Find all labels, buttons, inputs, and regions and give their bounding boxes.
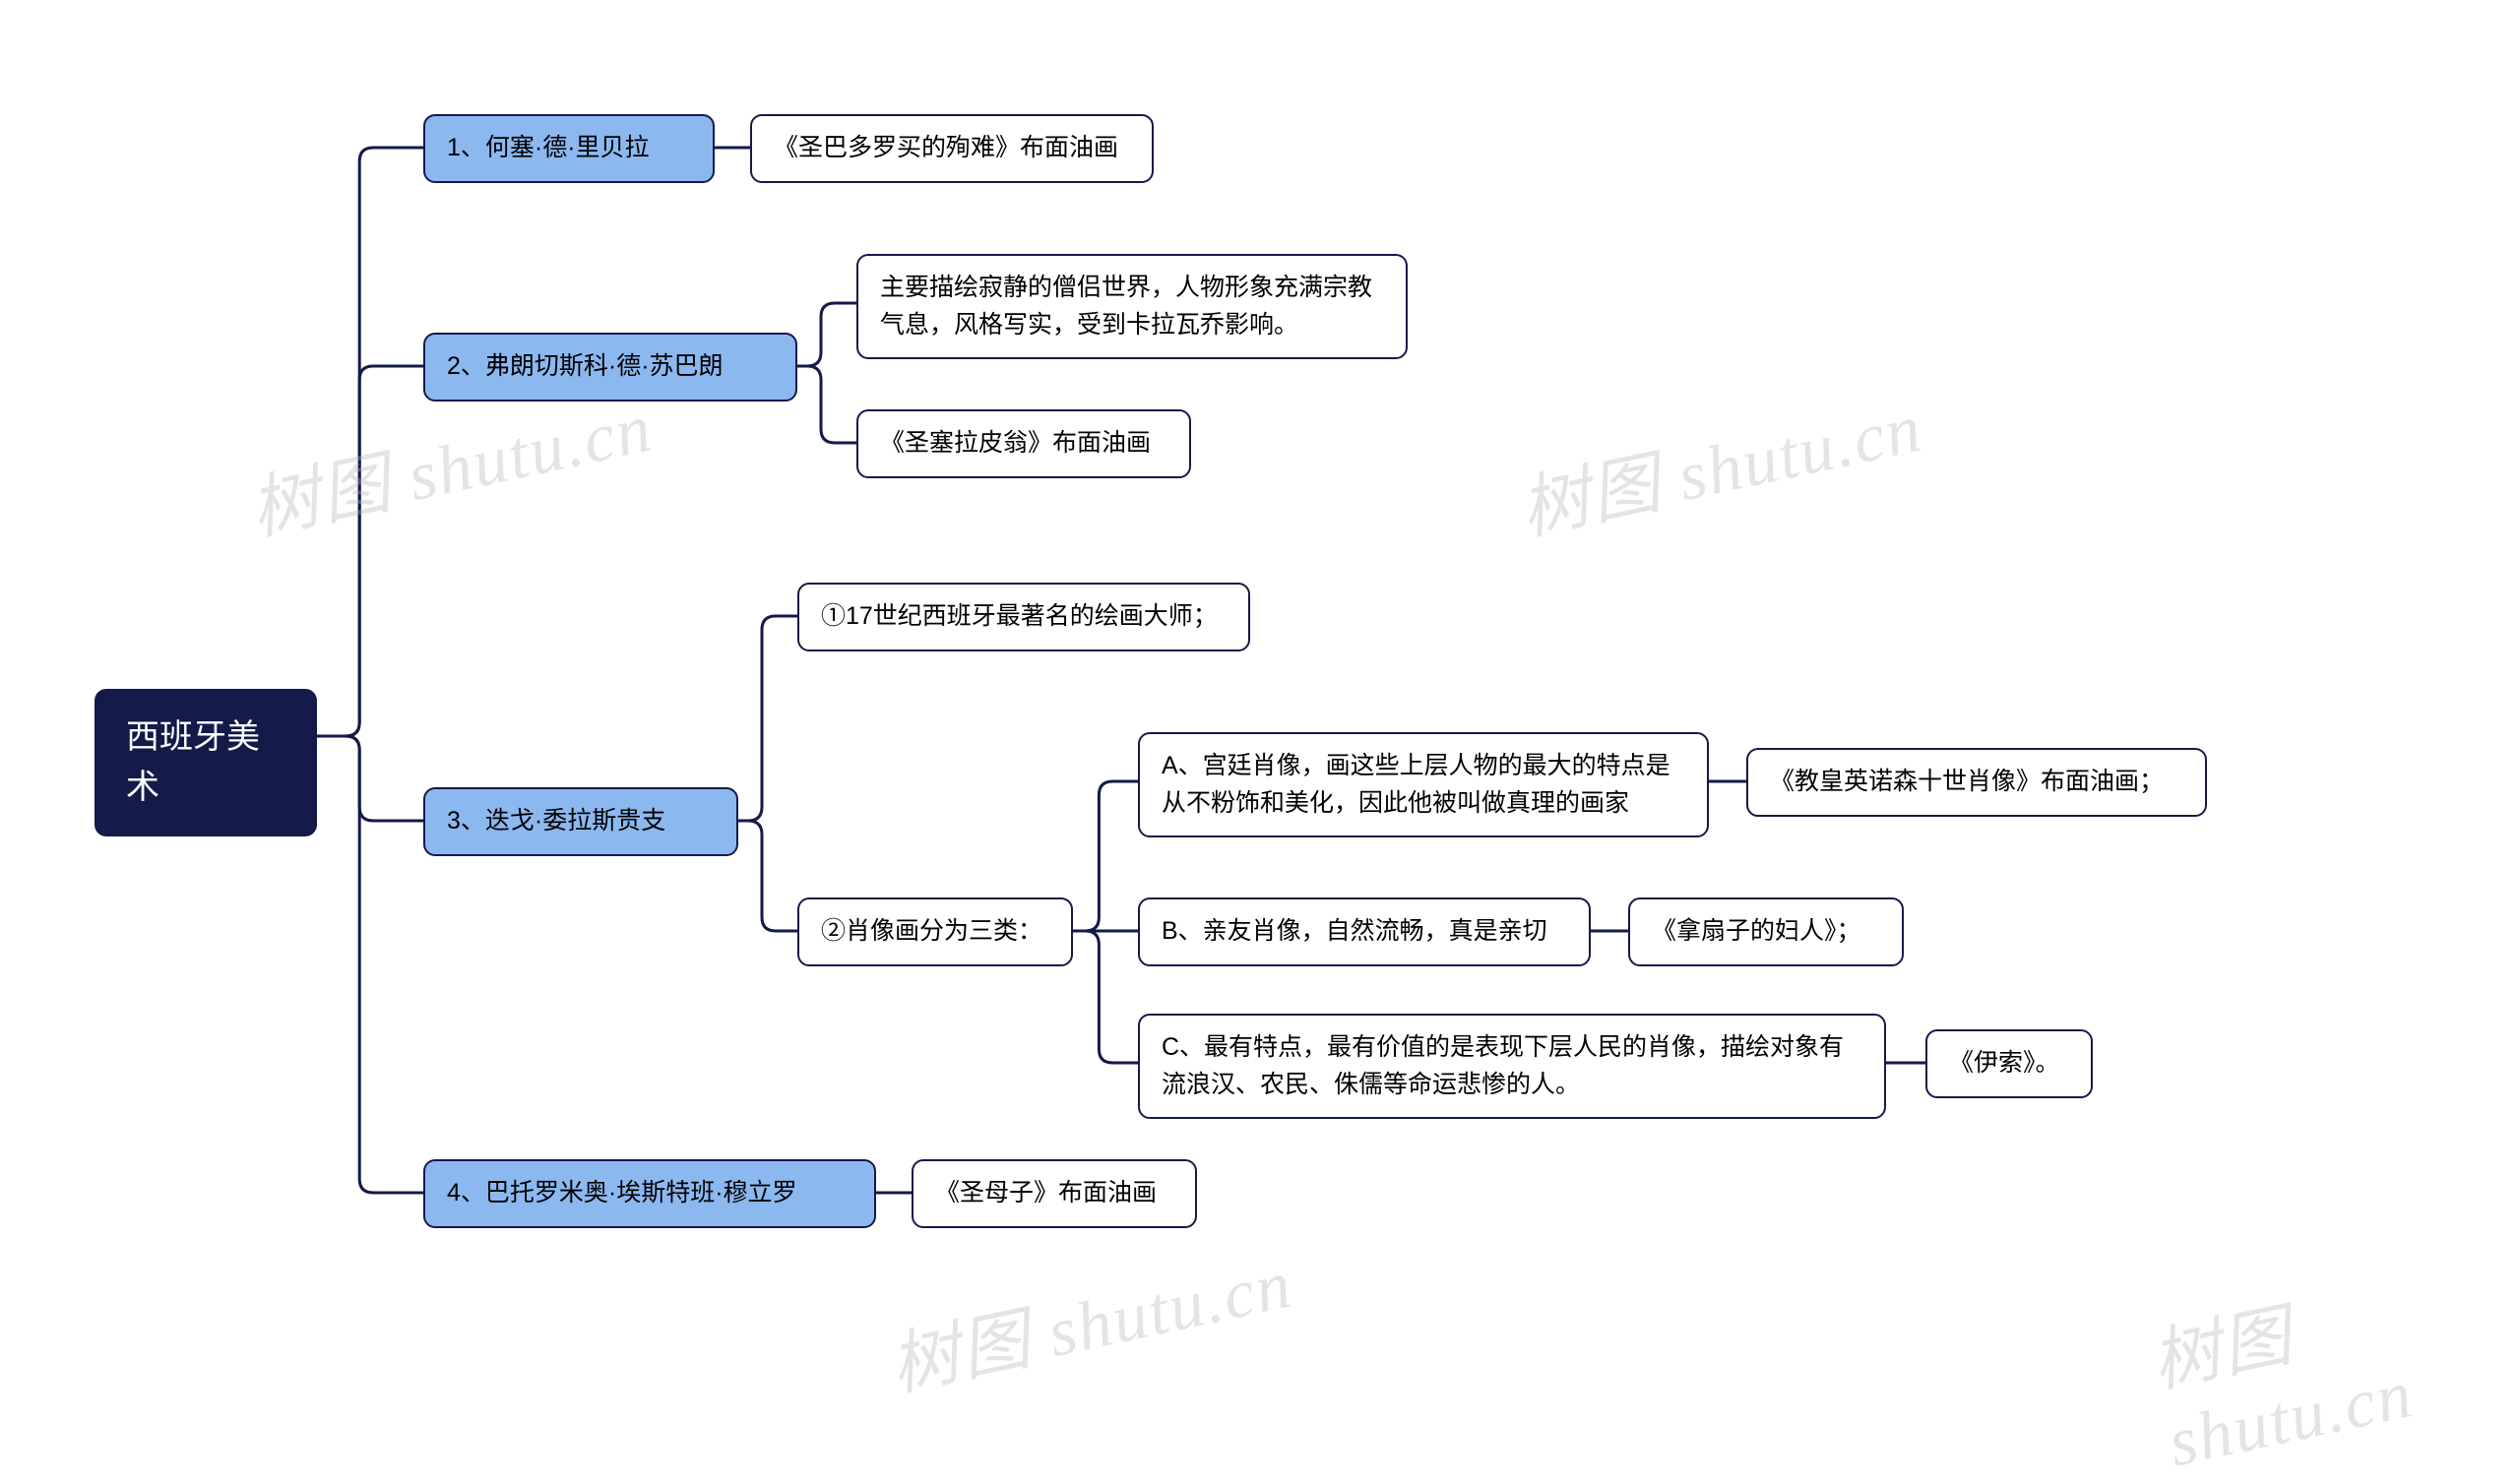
leaf-3b-label: ②肖像画分为三类： [821, 913, 1042, 951]
leaf-3b2[interactable]: B、亲友肖像，自然流畅，真是亲切 [1138, 897, 1591, 966]
leaf-1a[interactable]: 《圣巴多罗买的殉难》布面油画 [750, 114, 1154, 183]
leaf-3b1-label: A、宫廷肖像，画这些上层人物的最大的特点是从不粉饰和美化，因此他被叫做真理的画家 [1162, 748, 1685, 822]
branch-2[interactable]: 2、弗朗切斯科·德·苏巴朗 [423, 333, 797, 402]
leaf-3a-label: ①17世纪西班牙最著名的绘画大师； [821, 598, 1218, 636]
leaf-2a[interactable]: 主要描绘寂静的僧侣世界，人物形象充满宗教气息，风格写实，受到卡拉瓦乔影响。 [856, 254, 1408, 359]
leaf-2a-label: 主要描绘寂静的僧侣世界，人物形象充满宗教气息，风格写实，受到卡拉瓦乔影响。 [880, 270, 1384, 343]
connectors-svg [0, 0, 2520, 1336]
mindmap-canvas: 西班牙美术 1、何塞·德·里贝拉 2、弗朗切斯科·德·苏巴朗 3、迭戈·委拉斯贵… [0, 0, 2520, 1336]
leaf-3b1a-label: 《教皇英诺森十世肖像》布面油画； [1770, 764, 2164, 801]
branch-2-label: 2、弗朗切斯科·德·苏巴朗 [447, 348, 724, 386]
branch-1[interactable]: 1、何塞·德·里贝拉 [423, 114, 715, 183]
branch-1-label: 1、何塞·德·里贝拉 [447, 130, 650, 167]
leaf-4a-label: 《圣母子》布面油画 [935, 1175, 1157, 1212]
watermark-4: 树图 shutu.cn [2141, 1234, 2520, 1484]
leaf-3b3a-label: 《伊索》。 [1949, 1045, 2060, 1082]
leaf-3b1a[interactable]: 《教皇英诺森十世肖像》布面油画； [1746, 748, 2207, 817]
leaf-1a-label: 《圣巴多罗买的殉难》布面油画 [774, 130, 1118, 167]
leaf-3b2-label: B、亲友肖像，自然流畅，真是亲切 [1162, 913, 1547, 951]
watermark-2: 树图 shutu.cn [1510, 372, 1930, 554]
leaf-4a[interactable]: 《圣母子》布面油画 [912, 1159, 1197, 1228]
leaf-3b[interactable]: ②肖像画分为三类： [797, 897, 1073, 966]
leaf-3b1[interactable]: A、宫廷肖像，画这些上层人物的最大的特点是从不粉饰和美化，因此他被叫做真理的画家 [1138, 732, 1709, 837]
leaf-3b3a[interactable]: 《伊索》。 [1925, 1029, 2093, 1098]
leaf-3b3[interactable]: C、最有特点，最有价值的是表现下层人民的肖像，描绘对象有流浪汉、农民、侏儒等命运… [1138, 1014, 1886, 1119]
leaf-3b2a-label: 《拿扇子的妇人》； [1652, 913, 1861, 951]
branch-3[interactable]: 3、迭戈·委拉斯贵支 [423, 787, 738, 856]
root-label: 西班牙美术 [126, 712, 285, 813]
leaf-2b[interactable]: 《圣塞拉皮翁》布面油画 [856, 409, 1191, 478]
leaf-3b2a[interactable]: 《拿扇子的妇人》； [1628, 897, 1904, 966]
leaf-3a[interactable]: ①17世纪西班牙最著名的绘画大师； [797, 583, 1250, 651]
root-node[interactable]: 西班牙美术 [94, 689, 317, 836]
watermark-3: 树图 shutu.cn [880, 1228, 1300, 1410]
branch-4[interactable]: 4、巴托罗米奥·埃斯特班·穆立罗 [423, 1159, 876, 1228]
branch-4-label: 4、巴托罗米奥·埃斯特班·穆立罗 [447, 1175, 797, 1212]
leaf-3b3-label: C、最有特点，最有价值的是表现下层人民的肖像，描绘对象有流浪汉、农民、侏儒等命运… [1162, 1029, 1862, 1103]
leaf-2b-label: 《圣塞拉皮翁》布面油画 [880, 425, 1151, 463]
branch-3-label: 3、迭戈·委拉斯贵支 [447, 803, 665, 840]
